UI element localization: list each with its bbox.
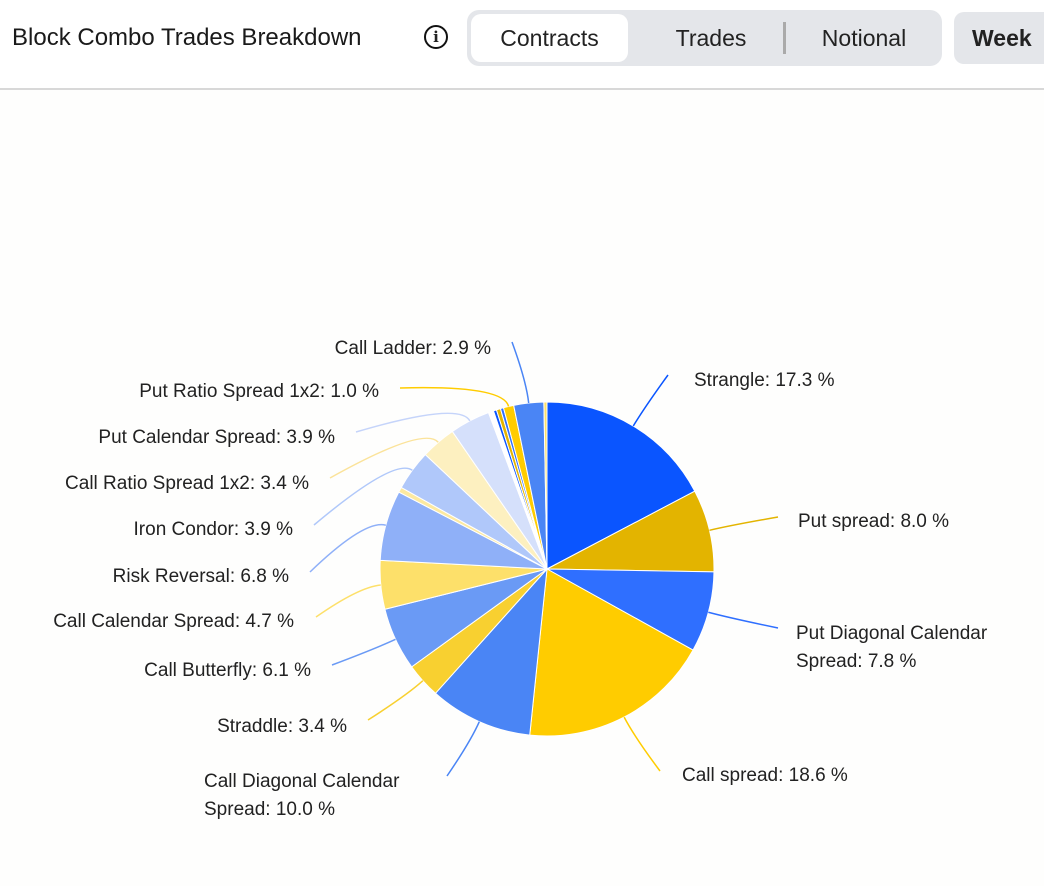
- slice-label-text: Spread: 7.8 %: [796, 651, 917, 672]
- tab-trades[interactable]: Trades: [675, 25, 747, 51]
- pie-slice[interactable]: [529, 568, 694, 737]
- leader-line: [708, 611, 779, 629]
- metric-toggle: Contracts Trades Notional: [467, 10, 942, 66]
- slice-label-text: Spread: 10.0 %: [204, 799, 335, 820]
- tab-notional[interactable]: Notional: [821, 25, 907, 51]
- slice-label-text: Put spread: 8.0 %: [798, 511, 950, 532]
- leader-line: [709, 516, 779, 532]
- slice-label-text: Call Calendar Spread: 4.7 %: [53, 611, 294, 632]
- slice-label: Put Diagonal Calendar Spread: 7.8 %: [796, 620, 987, 676]
- leader-line: [399, 386, 510, 407]
- slice-label: Put Calendar Spread: 3.9 %: [98, 424, 335, 452]
- divider: [783, 22, 786, 54]
- slice-label-text: Call Ratio Spread 1x2: 3.4 %: [65, 473, 309, 494]
- slice-label-text: Iron Condor: 3.9 %: [133, 519, 293, 540]
- info-icon[interactable]: i: [424, 25, 448, 49]
- slice-label-text: Call spread: 18.6 %: [682, 765, 848, 786]
- slice-label: Iron Condor: 3.9 %: [134, 516, 293, 544]
- slice-label-text: Risk Reversal: 6.8 %: [112, 566, 289, 587]
- leader-line: [315, 584, 381, 618]
- tab-contracts[interactable]: Contracts: [471, 14, 628, 62]
- leader-line: [355, 412, 471, 433]
- slice-label: Call spread: 18.6 %: [682, 762, 848, 790]
- slice-label: Call Butterfly: 6.1 %: [144, 657, 311, 685]
- slice-label: Call Diagonal Calendar Spread: 10.0 %: [204, 768, 399, 824]
- slice-label: Call Ladder: 2.9 %: [335, 335, 491, 363]
- slice-label-text: Call Diagonal Calendar: [204, 771, 400, 792]
- slice-label: Put Ratio Spread 1x2: 1.0 %: [139, 378, 379, 406]
- slice-label: Straddle: 3.4 %: [217, 713, 347, 741]
- period-week-button[interactable]: Week: [954, 12, 1044, 64]
- chart-header: Block Combo Trades Breakdown i Contracts…: [0, 0, 1044, 90]
- leader-line: [632, 374, 669, 427]
- slice-label: Call Ratio Spread 1x2: 3.4 %: [65, 470, 309, 498]
- slice-label-text: Put Calendar Spread: 3.9 %: [98, 427, 335, 448]
- leader-line: [511, 341, 530, 404]
- pie-slice[interactable]: [546, 401, 696, 570]
- leader-line: [329, 437, 439, 479]
- pie-slice[interactable]: [543, 401, 548, 570]
- slice-label-text: Straddle: 3.4 %: [217, 716, 347, 737]
- slice-label: Put spread: 8.0 %: [798, 508, 949, 536]
- leader-line: [309, 523, 387, 573]
- chart-title: Block Combo Trades Breakdown: [12, 24, 362, 51]
- leader-line: [446, 721, 480, 777]
- slice-label: Strangle: 17.3 %: [694, 367, 834, 395]
- slice-label-text: Call Ladder: 2.9 %: [334, 338, 491, 359]
- leader-line: [313, 467, 413, 526]
- slice-label-text: Put Ratio Spread 1x2: 1.0 %: [139, 381, 379, 402]
- slice-label-text: Strangle: 17.3 %: [694, 370, 835, 391]
- slice-label: Risk Reversal: 6.8 %: [113, 563, 289, 591]
- slice-label-text: Call Butterfly: 6.1 %: [144, 660, 311, 681]
- leader-line: [331, 638, 396, 666]
- leader-line: [623, 716, 661, 772]
- slice-label-text: Put Diagonal Calendar: [796, 623, 988, 644]
- slice-label: Call Calendar Spread: 4.7 %: [53, 608, 294, 636]
- leader-line: [367, 680, 424, 721]
